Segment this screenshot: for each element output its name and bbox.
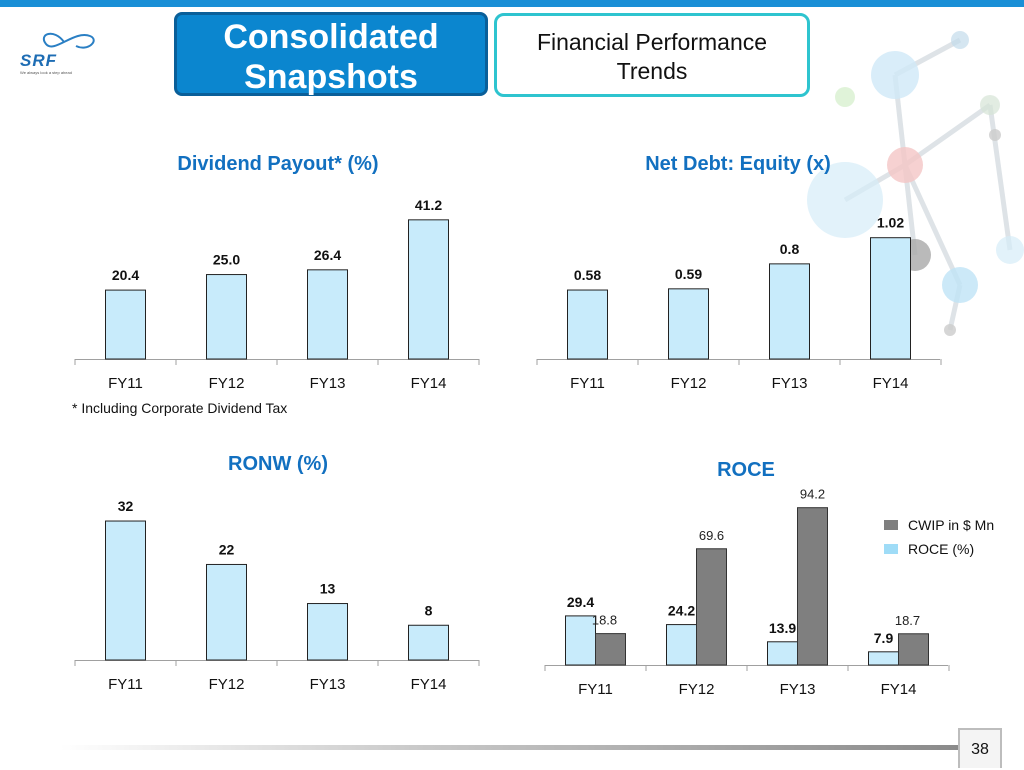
bar-roce [565,615,596,666]
x-tick-label: FY13 [310,676,346,693]
bar-roce [666,624,697,666]
slide-subtitle-line2: Trends [616,58,688,84]
data-label-cwip: 94.2 [800,487,825,502]
data-label: 0.8 [780,241,800,257]
slide-title: Consolidated Snapshots [174,12,488,96]
legend-swatch [884,544,898,554]
data-label: 0.59 [675,266,702,282]
x-tick-label: FY11 [570,375,605,392]
bar [307,603,348,661]
bar-cwip [797,507,828,666]
bar [105,289,146,360]
data-label-roce: 29.4 [567,594,594,610]
footer-rule [60,745,960,750]
x-tick-label: FY13 [772,375,808,392]
data-label: 1.02 [877,215,904,231]
data-label-cwip: 69.6 [699,528,724,543]
legend-swatch [884,520,898,530]
bar [870,237,911,360]
x-tick-label: FY13 [780,681,816,698]
bar [206,274,247,360]
bar [105,520,146,661]
chart-title: ROCE [717,459,775,481]
bar-roce [767,641,798,666]
data-label: 8 [425,602,433,618]
data-label-roce: 7.9 [874,630,894,646]
slide-subtitle: Financial Performance Trends [494,13,810,97]
data-label-cwip: 18.8 [592,613,617,628]
chart-title: Net Debt: Equity (x) [645,153,831,175]
x-tick-label: FY14 [411,676,447,693]
bar-cwip [898,633,929,666]
footnote: * Including Corporate Dividend Tax [72,400,288,416]
x-tick-label: FY11 [578,681,613,698]
x-tick-label: FY14 [411,375,447,392]
x-tick-label: FY12 [209,375,245,392]
bar-cwip [595,633,626,666]
bar [567,289,608,360]
data-label: 25.0 [213,252,240,268]
slide-title-line2: Snapshots [244,58,418,96]
bar-roce [868,651,899,666]
bar [408,624,449,661]
bar [206,563,247,661]
data-label: 41.2 [415,197,442,213]
svg-text:We always look a step ahead: We always look a step ahead [20,70,72,75]
top-accent-bar [0,0,1024,7]
x-tick-label: FY12 [679,681,715,698]
x-tick-label: FY11 [108,676,143,693]
x-tick-label: FY13 [310,375,346,392]
chart-title: RONW (%) [228,453,328,475]
data-label-roce: 13.9 [769,620,796,636]
x-tick-label: FY12 [209,676,245,693]
bar [668,288,709,360]
bar-cwip [696,548,727,666]
x-tick-label: FY14 [873,375,909,392]
molecule-decoration [807,31,1024,336]
srf-logo: SRF We always look a step ahead [20,32,95,75]
data-label-roce: 24.2 [668,603,695,619]
bar [408,219,449,360]
data-label: 0.58 [574,267,601,283]
x-tick-label: FY12 [671,375,707,392]
legend-label: ROCE (%) [908,541,974,557]
data-label-cwip: 18.7 [895,613,920,628]
x-tick-label: FY14 [881,681,917,698]
legend-label: CWIP in $ Mn [908,517,994,533]
svg-text:SRF: SRF [20,51,57,70]
data-label: 20.4 [112,267,139,283]
data-label: 22 [219,541,235,557]
page-number: 38 [958,728,1002,768]
slide-subtitle-line1: Financial Performance [536,29,768,55]
chart-title: Dividend Payout* (%) [177,153,378,175]
data-label: 13 [320,581,336,597]
data-label: 26.4 [314,247,341,263]
data-label: 32 [118,498,134,514]
bar [769,263,810,360]
x-tick-label: FY11 [108,375,143,392]
bar [307,269,348,360]
slide-title-line1: Consolidated [223,18,439,56]
